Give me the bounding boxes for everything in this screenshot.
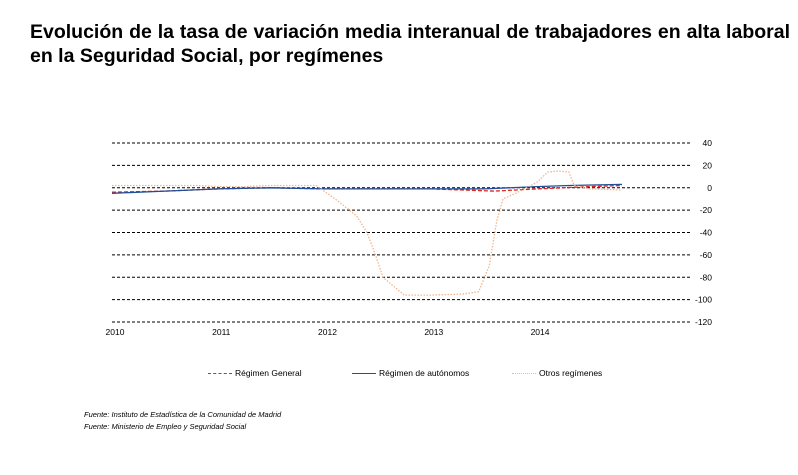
source-notes: Fuente: Instituto de Estadística de la C… (84, 409, 281, 433)
y-tick-label: -40 (700, 228, 713, 238)
y-tick-label: -120 (695, 317, 712, 327)
chart-legend: Régimen General Régimen de autónomos Otr… (0, 368, 798, 382)
source-note-1: Fuente: Instituto de Estadística de la C… (84, 410, 282, 419)
legend-swatch-otros-regimenes (512, 372, 536, 374)
series-lines (111, 170, 623, 296)
legend-swatch-regimen-general (208, 372, 232, 374)
x-axis-tick-labels: 2010 2011 2012 2013 2014 (106, 327, 550, 337)
x-tick-label: 2014 (531, 327, 550, 337)
x-tick-label: 2010 (106, 327, 125, 337)
series-line-1 (111, 183, 623, 194)
legend-item-otros-regimenes: Otros regímenes (512, 368, 602, 378)
legend-swatch-regimen-autonomos (352, 372, 376, 374)
legend-label-regimen-autonomos: Régimen de autónomos (379, 368, 470, 378)
x-tick-label: 2013 (424, 327, 443, 337)
legend-item-regimen-general: Régimen General (208, 368, 302, 378)
legend-item-regimen-autonomos: Régimen de autónomos (352, 368, 469, 378)
chart-title: Evolución de la tasa de variación media … (30, 21, 790, 67)
y-tick-label: 0 (707, 183, 712, 193)
gridlines (112, 142, 690, 323)
y-axis-tick-labels: 40 20 0 -20 -40 -60 -80 -100 -120 (695, 138, 712, 327)
y-tick-label: 40 (703, 138, 713, 148)
y-tick-label: -60 (700, 250, 713, 260)
y-tick-label: -100 (695, 295, 712, 305)
y-tick-label: -80 (700, 272, 713, 282)
legend-label-otros-regimenes: Otros regímenes (539, 368, 603, 378)
y-tick-label: 20 (703, 160, 713, 170)
y-tick-label: -20 (700, 205, 713, 215)
source-note-2: Fuente: Ministerio de Empleo y Seguridad… (84, 422, 247, 431)
x-tick-label: 2011 (212, 327, 231, 337)
legend-label-regimen-general: Régimen General (235, 368, 302, 378)
x-tick-label: 2012 (318, 327, 337, 337)
